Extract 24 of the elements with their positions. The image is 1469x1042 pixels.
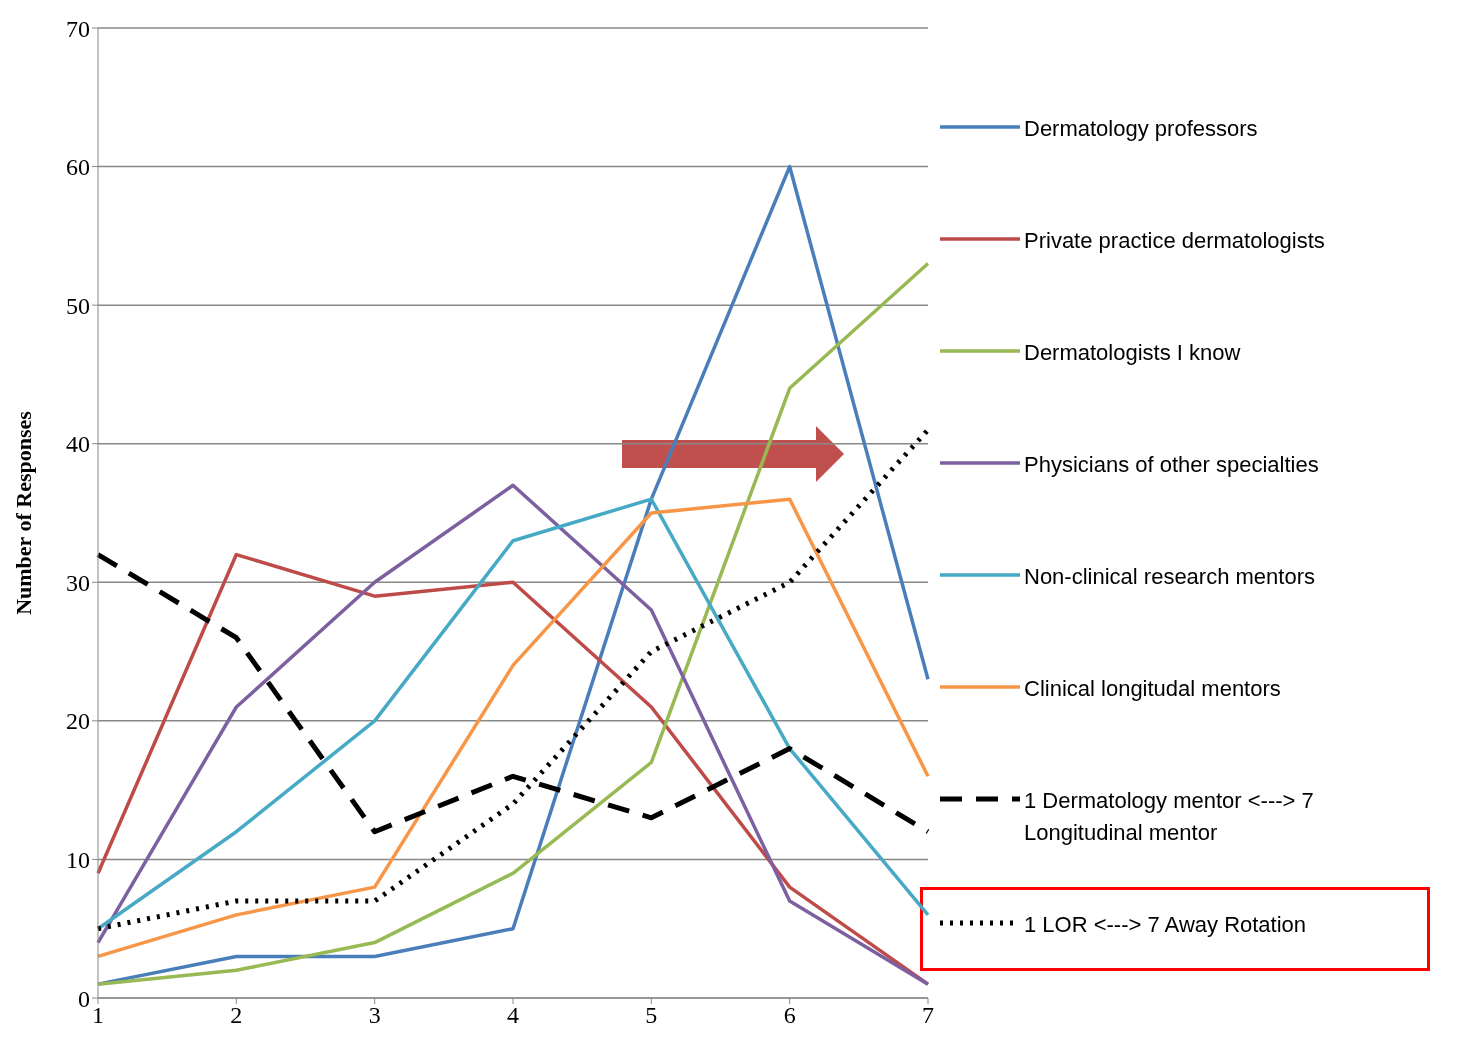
y-tick-label: 70 xyxy=(66,15,90,42)
y-tick-label: 0 xyxy=(78,985,90,1012)
x-tick-label: 4 xyxy=(507,1002,519,1029)
x-tick-label: 5 xyxy=(645,1002,658,1029)
y-tick-label: 50 xyxy=(66,292,90,319)
y-tick-label: 20 xyxy=(66,708,90,735)
y-tick-label: 10 xyxy=(66,846,90,873)
legend-label: Dermatology professors xyxy=(1024,115,1258,143)
y-tick-label: 30 xyxy=(66,569,90,596)
legend-label: Physicians of other specialties xyxy=(1024,451,1319,479)
y-tick-label: 40 xyxy=(66,431,90,458)
x-tick-label: 2 xyxy=(230,1002,243,1029)
legend-label: Non-clinical research mentors xyxy=(1024,563,1315,591)
legend-label: Clinical longitudal mentors xyxy=(1024,675,1281,703)
legend-label: Dermatologists I know xyxy=(1024,339,1241,367)
x-tick-label: 3 xyxy=(368,1002,381,1029)
legend-label: 1 Dermatology mentor <---> 7 Longitudinal mentor xyxy=(1024,787,1315,847)
y-tick-label: 60 xyxy=(66,154,90,181)
x-tick-label: 6 xyxy=(783,1002,796,1029)
y-axis-title: Number of Responses xyxy=(10,410,36,615)
legend-label: Private practice dermatologists xyxy=(1024,227,1325,255)
legend-label: 1 LOR <---> 7 Away Rotation xyxy=(1024,911,1307,939)
x-tick-label: 1 xyxy=(92,1002,104,1029)
x-tick-label: 7 xyxy=(922,1002,934,1029)
